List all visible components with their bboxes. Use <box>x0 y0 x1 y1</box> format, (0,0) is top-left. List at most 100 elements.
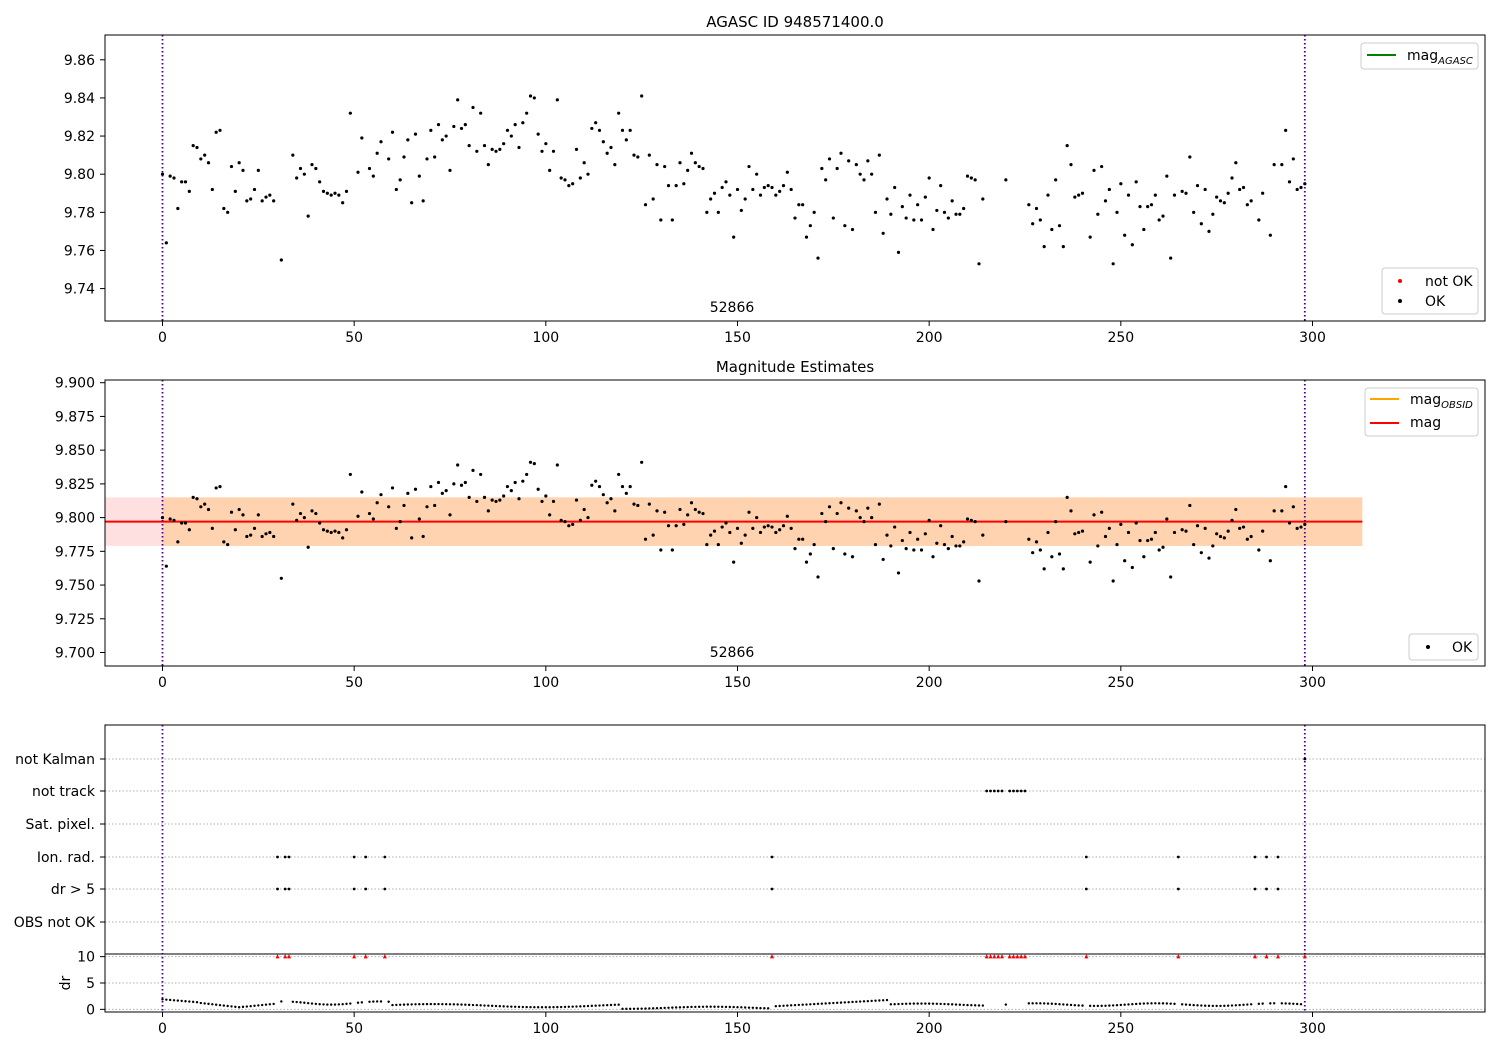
ok-point <box>551 149 556 153</box>
ok-point <box>850 227 855 232</box>
dr-point <box>885 998 889 1002</box>
ok-point <box>935 208 939 213</box>
dr-point <box>870 999 873 1003</box>
ok-point <box>1034 540 1039 544</box>
ok-point <box>1245 537 1249 541</box>
ok-point <box>881 231 885 235</box>
ok-point <box>751 526 755 530</box>
x-tick-label: 250 <box>1107 330 1134 346</box>
ok-point <box>1169 256 1173 260</box>
ok-point <box>203 502 207 506</box>
ok-point <box>900 205 904 209</box>
ok-point <box>705 210 709 214</box>
ok-point <box>168 517 172 521</box>
ok-point <box>525 472 529 477</box>
dr-point <box>858 1000 862 1003</box>
ok-point <box>467 143 471 148</box>
ok-point <box>559 176 563 180</box>
ok-point <box>532 96 536 100</box>
ok-point <box>762 185 766 190</box>
dr-point <box>690 1005 693 1009</box>
ok-point <box>1199 222 1203 226</box>
ok-point <box>341 536 345 540</box>
dr-point <box>1292 1002 1295 1005</box>
ok-point <box>1115 210 1119 214</box>
ok-point <box>348 472 352 477</box>
dr-point <box>548 1006 551 1009</box>
ok-point <box>866 506 870 510</box>
ok-point <box>1165 517 1169 521</box>
dr-point <box>487 1004 490 1007</box>
flag-point <box>770 887 774 891</box>
ok-point <box>360 490 364 494</box>
dr-point <box>437 1002 440 1006</box>
ok-point <box>1249 199 1253 203</box>
dr-point <box>418 1003 421 1006</box>
ok-point <box>781 184 786 188</box>
dr-point <box>306 1001 310 1005</box>
ok-point <box>494 149 498 153</box>
dr-point <box>559 1005 563 1009</box>
ok-point <box>333 191 337 195</box>
dr-point <box>674 1006 678 1009</box>
ok-point <box>559 518 563 522</box>
dr-point <box>387 1000 390 1003</box>
ok-point <box>218 484 222 489</box>
ok-point <box>766 184 770 188</box>
dr-point <box>966 1003 969 1007</box>
ok-point <box>187 528 191 532</box>
dr-point <box>743 1006 747 1009</box>
ok-point <box>1042 245 1046 249</box>
ok-point <box>824 520 828 524</box>
dr-point <box>1157 1002 1161 1005</box>
legend-ok-marker <box>1398 299 1402 303</box>
ok-point <box>191 143 195 148</box>
dr-point <box>835 1001 839 1005</box>
ok-point <box>946 547 950 551</box>
dr-point <box>1272 1002 1276 1005</box>
ok-point <box>502 494 506 498</box>
ok-point <box>1165 174 1169 178</box>
ok-point <box>1192 542 1196 547</box>
ok-point <box>279 258 283 262</box>
estimates-panel-title: Magnitude Estimates <box>716 358 874 376</box>
ok-point <box>808 224 812 228</box>
estimates-y-axis: 9.700 9.725 9.750 9.775 9.800 9.825 9.850 9.875… <box>55 376 105 662</box>
ok-point <box>1123 559 1127 563</box>
ok-point <box>1142 227 1146 232</box>
dr-clipped-marker <box>352 954 357 959</box>
ok-point <box>1211 212 1215 216</box>
legend-ok-label: OK <box>1425 294 1446 310</box>
ok-point <box>272 534 276 539</box>
ok-point <box>341 201 345 205</box>
dr-point <box>778 1004 781 1008</box>
ok-point <box>854 163 858 167</box>
ok-point <box>1291 505 1295 509</box>
ok-point <box>206 161 211 165</box>
ok-point <box>448 513 452 517</box>
dr-point <box>214 1003 218 1006</box>
ok-point <box>965 517 970 521</box>
ok-point <box>977 579 981 583</box>
dr-point <box>1161 1002 1165 1005</box>
ok-point <box>939 524 943 528</box>
ok-point <box>586 172 590 176</box>
ok-point <box>505 128 510 132</box>
dr-point <box>337 1003 341 1006</box>
ok-point <box>919 548 924 552</box>
dr-clipped-marker <box>984 954 989 959</box>
ok-point <box>1241 525 1246 529</box>
ok-point <box>1111 262 1115 266</box>
y-tick-label: 9.80 <box>64 167 95 183</box>
ok-point <box>306 545 310 549</box>
dr-clipped-marker <box>1007 954 1012 959</box>
flags-gridlines <box>105 758 1485 1010</box>
dr-point <box>222 1004 226 1007</box>
ok-point <box>751 187 755 192</box>
ok-point <box>954 212 958 216</box>
dr-point <box>1249 1003 1253 1006</box>
estimates-x-axis: 0 50 100 150 200 250 300 <box>158 666 1326 691</box>
dr-point <box>1207 1004 1211 1008</box>
ok-point <box>214 486 218 490</box>
flag-point <box>1265 855 1268 859</box>
